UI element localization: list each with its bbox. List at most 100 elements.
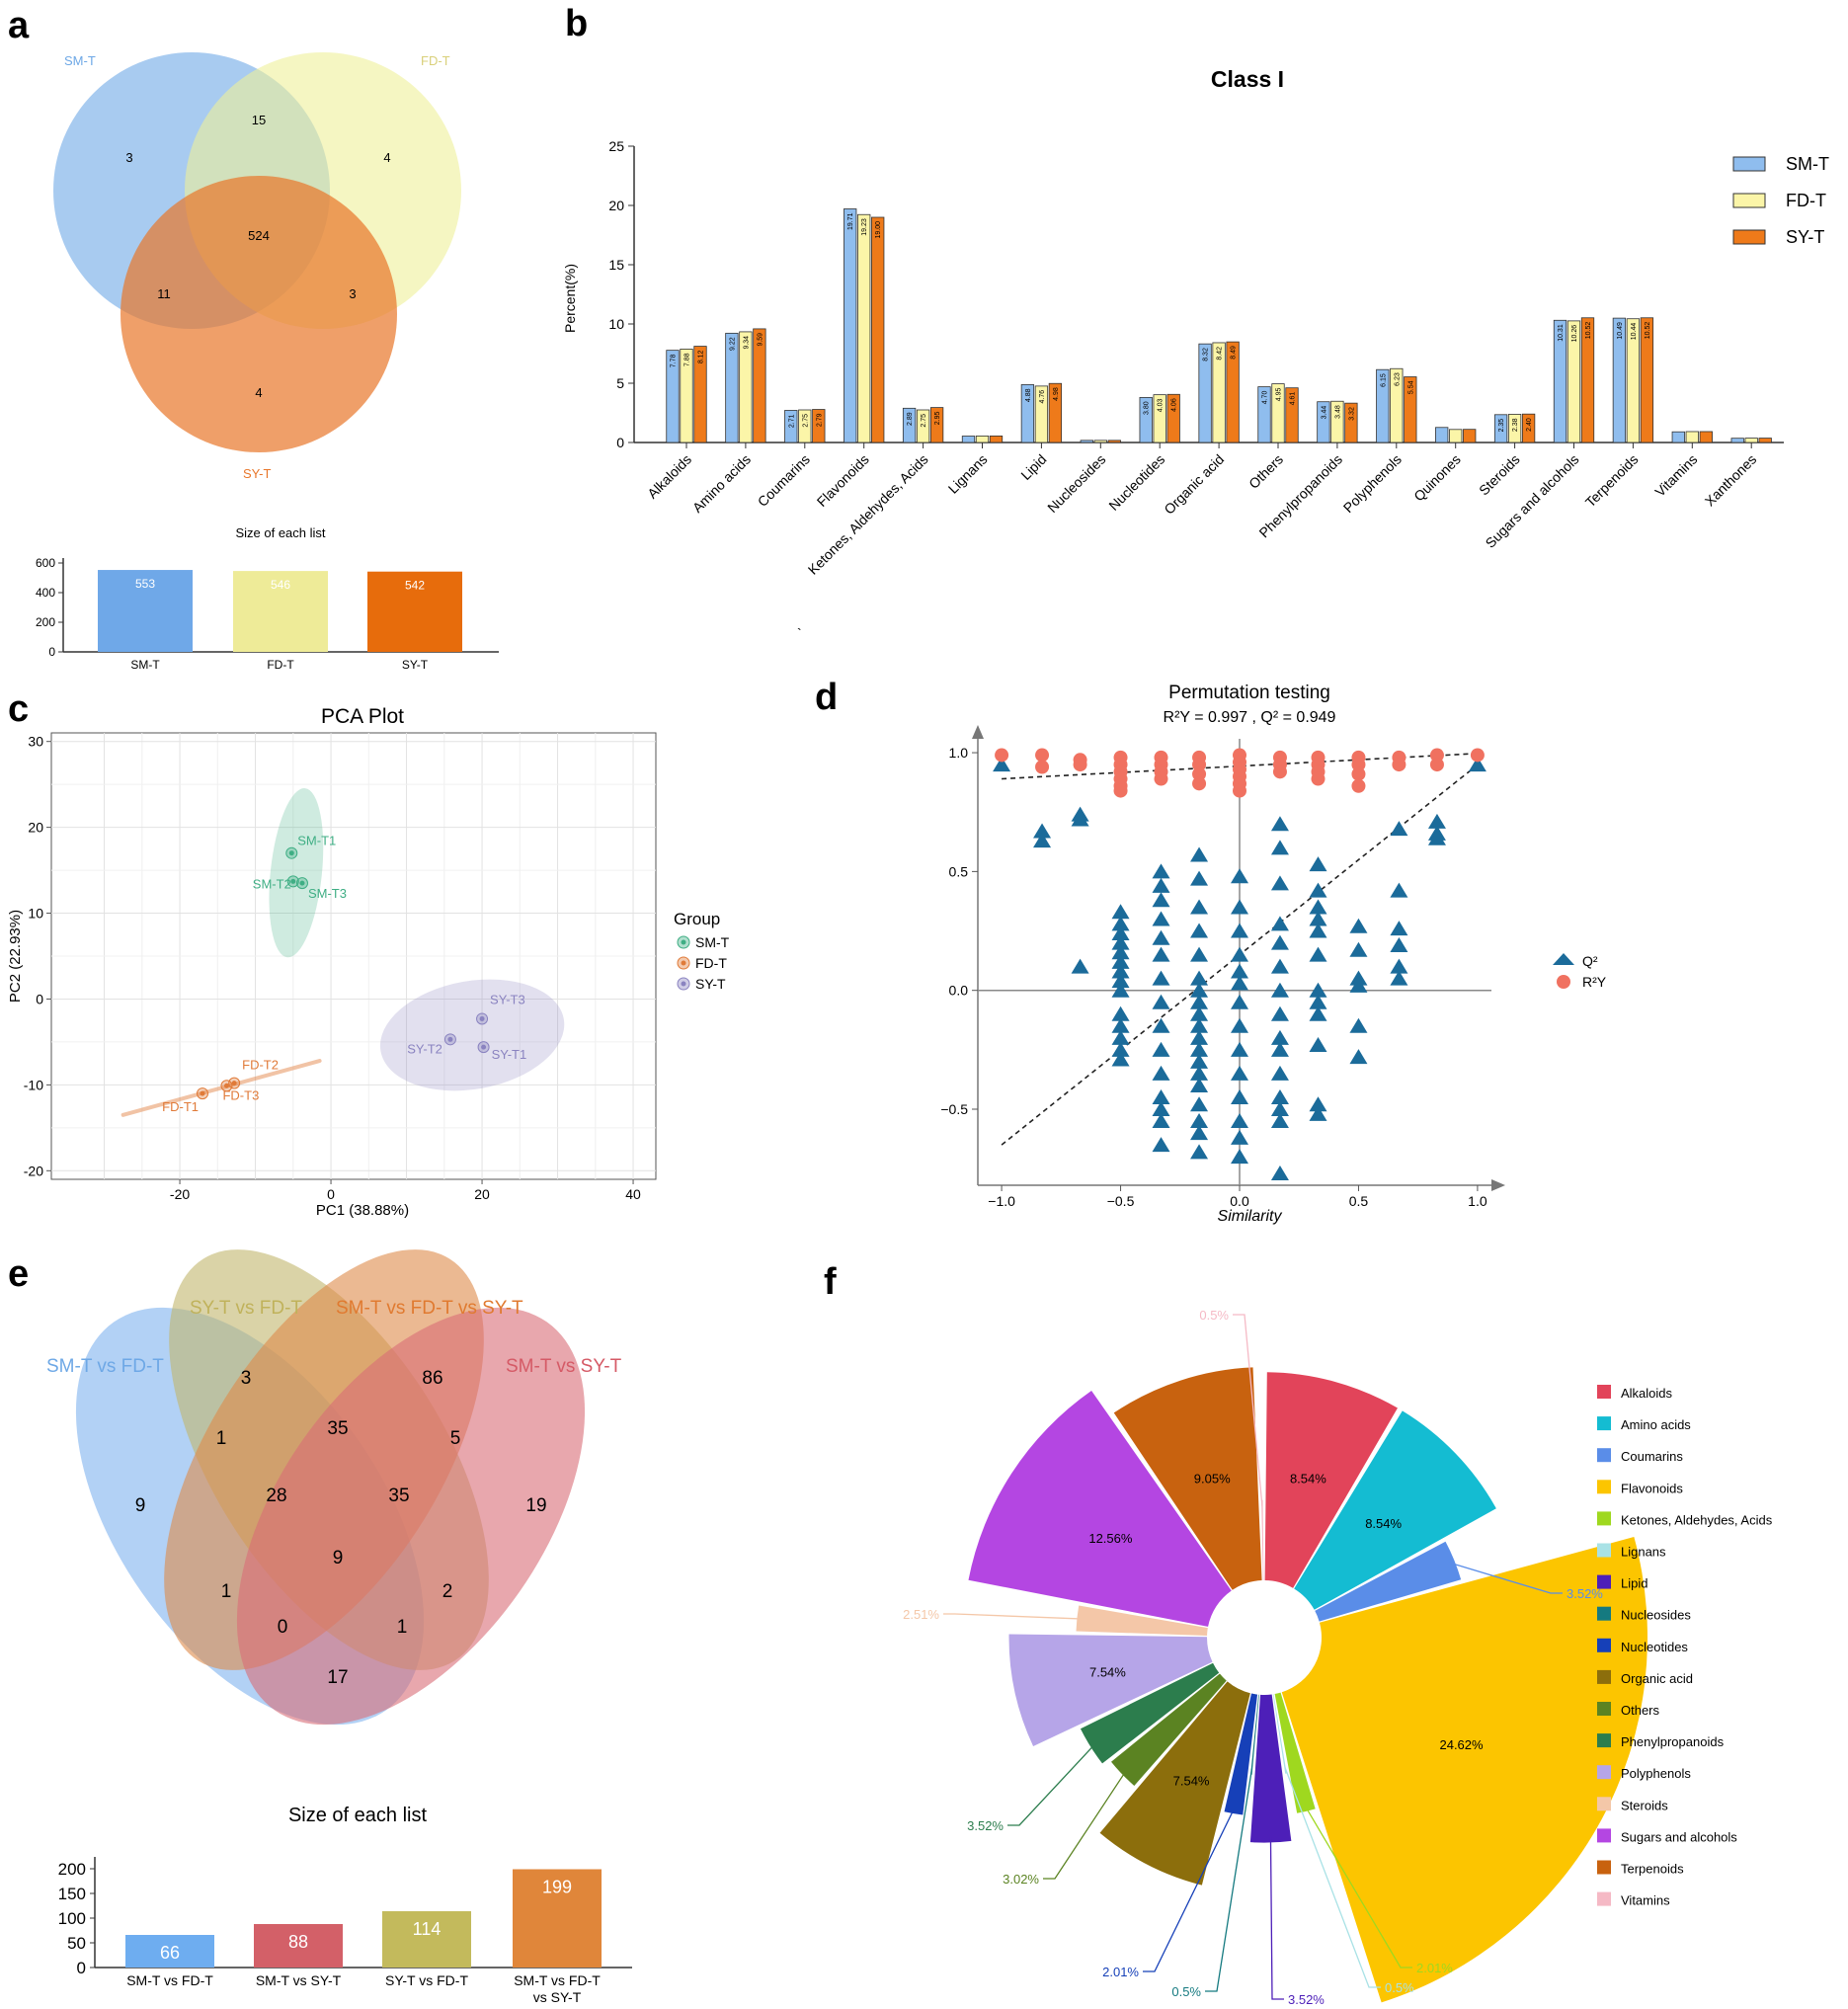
perm-q2-point [1231,1149,1248,1165]
perm-r2y-point [1073,758,1087,772]
size-bar-category: SM-T vs FD-T [514,1972,601,1988]
classI-bar [989,435,1004,443]
pie-slice [1099,1681,1250,1886]
pie-legend-swatch [1597,1416,1611,1431]
pie-legend-label: Ketones, Aldehydes, Acids [1621,1512,1773,1527]
perm-q2-point [1033,823,1052,839]
legend-label-fdt: FD-T [1786,191,1826,210]
pca-ytick-label: 10 [28,906,43,922]
pca-point-label: SY-T1 [492,1047,527,1062]
size-ytick-label: 200 [58,1860,86,1879]
classI-category-label: Lignans [945,451,991,497]
perm-q2-point [1152,994,1170,1009]
pca-ytick-label: 0 [36,991,43,1006]
size-bar [367,571,462,652]
legend-label-smt: SM-T [1786,154,1829,174]
legend-swatch-fdt [1732,193,1766,208]
perm-q2-point [1309,1037,1327,1053]
venn-a-region-label: 4 [255,385,262,400]
venn-a-region-label: 524 [248,228,270,243]
classI-bar-value: 8.49 [1231,346,1238,360]
pca-point-core [290,878,296,884]
pca-xtick-label: 40 [625,1186,641,1202]
perm-q2-point [1270,1065,1289,1081]
classI-bar-value: 7.78 [671,355,678,368]
classI-category-label: Amino acids [689,451,754,516]
classI-bar-value: 4.88 [1025,388,1032,402]
classI-bar-value: 2.71 [788,414,795,428]
pie-slice-label: 24.62% [1439,1737,1484,1752]
pca-point-label: FD-T3 [222,1087,259,1102]
perm-q2-point [1152,1088,1170,1104]
perm-q2-point [1390,970,1408,986]
perm-q2-point [1270,958,1289,974]
perm-q2-point [1111,1041,1130,1057]
classI-bar [725,332,739,443]
venn-a-circle-syt [121,176,397,452]
pca-chart: PCA Plot SM-T1 SM-T2 SM-T3 FD-T1 FD-T2 FD-T3 S… [7,705,730,1219]
pie-slice-label: 9.05% [1194,1471,1231,1486]
perm-r2y-point [1035,760,1050,774]
perm-q2-point [1111,924,1130,940]
classI-bar-value: 2.38 [1512,418,1519,432]
perm-r2y-point [1311,771,1326,786]
perm-q2-point [1390,936,1408,952]
panel-letter-b: b [565,3,588,44]
pie-legend-swatch [1597,1669,1611,1684]
perm-r2y-point [995,748,1009,763]
perm-q2-point [1270,840,1289,855]
pca-point-label: SM-T3 [308,886,347,901]
perm-q2-point [1309,982,1327,998]
pie-slice [1250,1694,1259,1775]
classI-ytick-label: 5 [616,375,624,391]
classI-bar [1226,341,1240,443]
size-chart-e-title: Size of each list [288,1805,428,1826]
perm-q2-point [1231,946,1248,962]
perm-q2-point [1152,970,1170,986]
pie-leader-line [1284,1767,1381,1988]
perm-q2-point [1309,1005,1327,1021]
perm-ytick-label: 1.0 [949,745,969,761]
perm-r2y-point [1351,778,1366,793]
pie-leader-line [1205,1768,1253,1992]
pie-legend-swatch [1597,1543,1611,1558]
size-bar-value: 66 [160,1943,180,1963]
pie-legend-swatch [1597,1606,1611,1621]
perm-q2-point [1270,934,1289,950]
size-ytick-label: 0 [48,645,55,659]
perm-q2-point [1190,982,1209,998]
perm-q2-point [1231,868,1248,884]
pca-legend-dot-core [681,981,686,987]
perm-q2-point [1190,1005,1209,1021]
pca-legend-dot-core [681,960,686,966]
perm-q2-point [1270,982,1289,998]
classI-bar [666,350,680,443]
classI-bar [857,213,871,443]
perm-q2-point [1231,1088,1248,1104]
perm-q2-point [1033,833,1052,848]
panel-letter-c: c [8,688,29,730]
perm-q2-point [1152,1017,1170,1033]
perm-xtick-label: 1.0 [1468,1193,1487,1209]
classI-title: Class I [1211,66,1284,92]
perm-q2-point [1231,994,1248,1009]
perm-q2-point [1190,994,1209,1009]
perm-q2-point [1309,946,1327,962]
pie-slice [1111,1673,1227,1786]
perm-q2-point [1111,916,1130,931]
perm-q2-point [1190,923,1209,938]
perm-q2-point [1231,1129,1248,1145]
classI-bar-value: 8.32 [1203,348,1210,362]
pie-slice [1076,1605,1208,1637]
classI-bar-value: 4.76 [1039,390,1046,404]
pie-legend-label: Others [1621,1703,1660,1718]
perm-r2y-point [1470,748,1485,763]
classI-category-label: Quinones [1410,451,1464,505]
pca-ylabel: PC2 (22.93%) [7,910,24,1003]
classI-bar [1166,393,1180,443]
perm-q2-point [1390,821,1408,837]
pie-leader-line [1233,1314,1263,1506]
pie-legend-label: Alkaloids [1621,1386,1673,1401]
pca-ytick-label: 20 [28,820,43,836]
pie-leader-line [1007,1742,1096,1826]
